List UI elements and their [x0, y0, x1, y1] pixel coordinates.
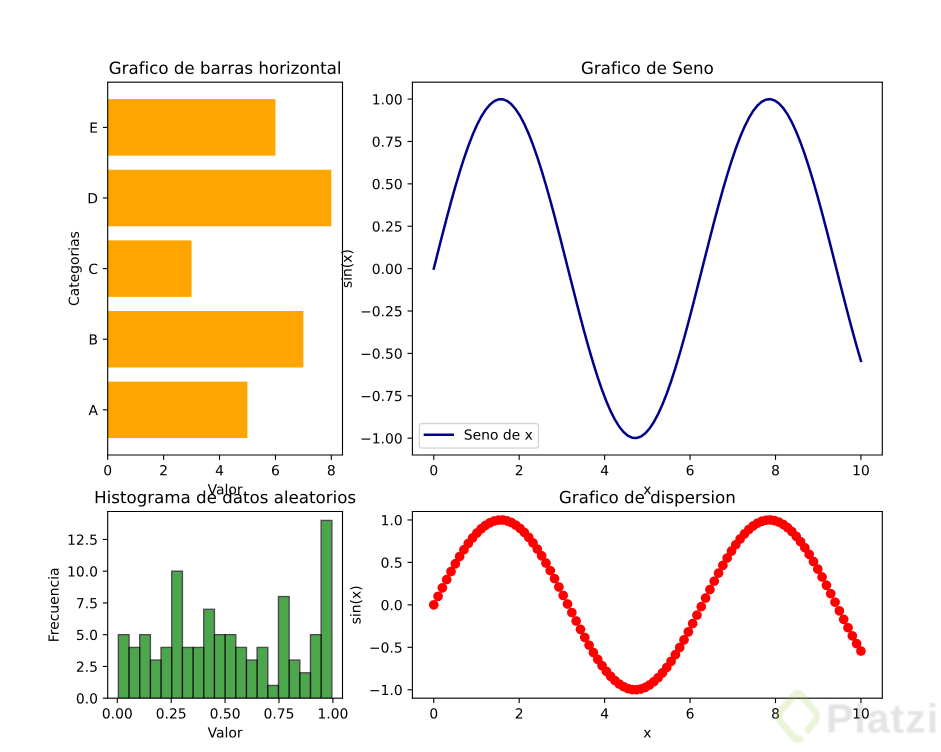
svg-text:Platzi: Platzi: [826, 696, 939, 742]
